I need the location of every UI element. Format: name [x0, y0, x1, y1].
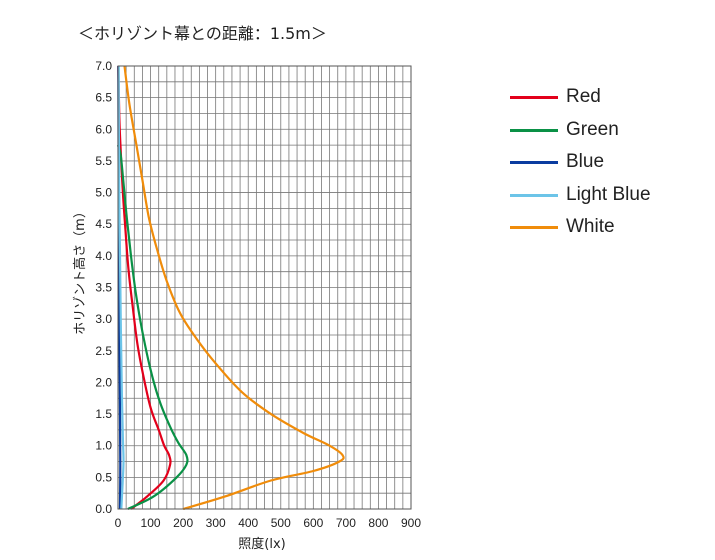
- x-tick-label: 700: [336, 516, 356, 530]
- series-line-white: [123, 65, 345, 511]
- y-tick-label: 4.5: [95, 217, 112, 231]
- y-tick-label: 2.0: [95, 375, 112, 389]
- legend-item: Green: [510, 117, 700, 150]
- x-tick-label: 800: [368, 516, 388, 530]
- legend-item: White: [510, 214, 700, 247]
- y-tick-label: 3.5: [95, 281, 112, 295]
- x-tick-label: 100: [141, 516, 161, 530]
- y-tick-label: 0.5: [95, 470, 112, 484]
- legend-item: Red: [510, 84, 700, 117]
- y-tick-label: 2.5: [95, 344, 112, 358]
- y-tick-label: 5.0: [95, 186, 112, 200]
- legend-item: Light Blue: [510, 182, 700, 215]
- y-tick-label: 1.0: [95, 439, 112, 453]
- y-tick-label: 6.0: [95, 122, 112, 136]
- legend-swatch: [510, 193, 558, 197]
- x-tick-label: 500: [271, 516, 291, 530]
- legend-swatch: [510, 226, 558, 229]
- series-lines: [116, 65, 345, 511]
- y-tick-label: 4.0: [95, 249, 112, 263]
- legend-swatch: [510, 128, 558, 132]
- y-tick-label: 3.0: [95, 312, 112, 326]
- y-tick-label: 5.5: [95, 154, 112, 168]
- tick-labels: 0 100 200 300 400 500 600 700 800 900 0.0 0.5 1.0 1.5…: [95, 59, 421, 530]
- series-line-light-blue: [117, 65, 125, 510]
- x-axis-label: 照度(lx): [238, 536, 285, 552]
- y-axis-label: ホリゾント高さ（m）: [72, 205, 88, 335]
- y-tick-label: 6.5: [95, 91, 112, 105]
- x-tick-label: 600: [303, 516, 323, 530]
- legend-swatch: [510, 161, 558, 164]
- x-tick-label: 300: [206, 516, 226, 530]
- x-tick-label: 200: [173, 516, 193, 530]
- legend-label: Blue: [566, 151, 605, 172]
- legend-swatch: [510, 96, 558, 99]
- legend-label: Light Blue: [566, 183, 651, 205]
- y-tick-label: 1.5: [95, 407, 112, 421]
- legend-label: Red: [566, 86, 601, 107]
- series-line-green: [116, 144, 189, 510]
- x-tick-label: 900: [401, 516, 421, 530]
- legend-item: Blue: [510, 149, 700, 182]
- y-tick-label: 7.0: [95, 59, 112, 73]
- x-tick-label: 400: [238, 516, 258, 530]
- chart-title: ＜ホリゾント幕との距離：1.5m＞: [78, 24, 327, 43]
- y-tick-label: 0.0: [95, 502, 112, 516]
- x-tick-label: 0: [115, 516, 122, 530]
- legend: Red Green Blue Light Blue White: [510, 84, 700, 247]
- legend-label: White: [566, 216, 615, 237]
- plot-frame: [117, 65, 412, 510]
- legend-label: Green: [566, 118, 619, 140]
